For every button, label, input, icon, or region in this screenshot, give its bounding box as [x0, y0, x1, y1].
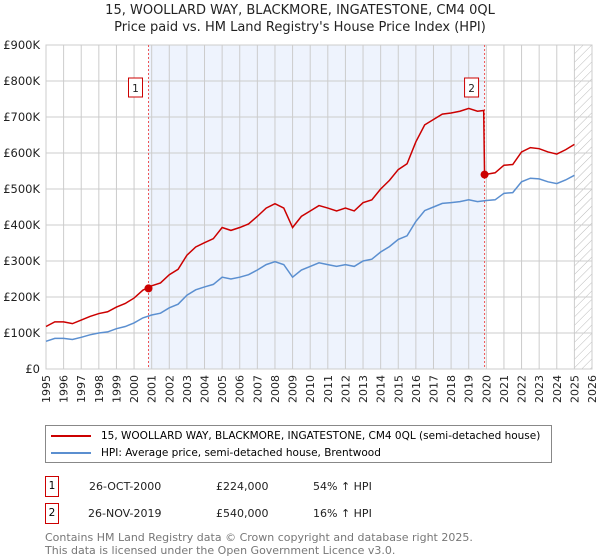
y-tick-label: £400K [3, 218, 40, 232]
y-tick-label: £200K [3, 290, 40, 304]
x-tick-label: 2004 [199, 375, 212, 403]
sale-point [480, 170, 489, 179]
sale-hpi: 16% ↑ HPI [313, 507, 372, 520]
sale-price: £540,000 [216, 507, 269, 520]
x-tick-label: 2023 [533, 375, 546, 403]
y-tick-label: £100K [3, 326, 40, 340]
legend: 15, WOOLLARD WAY, BLACKMORE, INGATESTONE… [45, 425, 552, 463]
hpi-line [45, 174, 575, 342]
sale-label: 2 [468, 83, 475, 95]
sale-marker-1: 1 [45, 476, 59, 497]
forecast-hatch [574, 45, 592, 369]
sale-marker-2: 2 [45, 503, 59, 524]
x-tick-label: 2008 [269, 375, 282, 403]
y-tick-label: £700K [3, 110, 40, 124]
x-tick-label: 2021 [498, 375, 511, 403]
sale-label-box [128, 77, 144, 98]
x-tick-label: 2019 [463, 375, 476, 403]
x-tick-label: 2012 [339, 375, 352, 403]
legend-swatch-blue [51, 452, 91, 454]
sale-point [144, 284, 153, 293]
sale-label: 1 [132, 83, 139, 95]
x-tick-label: 2025 [568, 375, 581, 403]
x-tick-label: 2007 [251, 375, 264, 403]
chart-title: 15, WOOLLARD WAY, BLACKMORE, INGATESTONE… [105, 3, 495, 18]
sale-date: 26-NOV-2019 [88, 507, 162, 520]
sale-hpi: 54% ↑ HPI [313, 480, 372, 493]
y-tick-label: £600K [3, 146, 40, 160]
x-tick-label: 1997 [75, 375, 88, 403]
footer-licence: This data is licensed under the Open Gov… [45, 544, 396, 557]
plot-area: 1995 1996 1997 1998 1999 2000 2001 2002 2003 2004… [3, 38, 599, 403]
x-tick-label: 1996 [58, 375, 71, 403]
x-tick-label: 2011 [322, 375, 335, 403]
property-price-line [45, 107, 575, 328]
legend-label: HPI: Average price, semi-detached house,… [101, 447, 381, 459]
x-tick-label: 2015 [392, 375, 405, 403]
x-tick-label: 2001 [146, 375, 159, 403]
footer-copyright: Contains HM Land Registry data © Crown c… [45, 531, 473, 544]
legend-swatch-red [51, 435, 91, 437]
x-tick-label: 2010 [304, 375, 317, 403]
y-tick-label: £300K [3, 254, 40, 268]
x-tick-label: 1999 [110, 375, 123, 403]
x-tick-label: 2022 [516, 375, 529, 403]
y-tick-label: £800K [3, 74, 40, 88]
x-tick-label: 2009 [287, 375, 300, 403]
legend-item-property: 15, WOOLLARD WAY, BLACKMORE, INGATESTONE… [51, 428, 540, 444]
legend-label: 15, WOOLLARD WAY, BLACKMORE, INGATESTONE… [101, 430, 541, 442]
x-tick-label: 2013 [357, 375, 370, 403]
x-tick-label: 2026 [586, 375, 599, 403]
chart-subtitle: Price paid vs. HM Land Registry's House … [114, 20, 486, 35]
x-tick-label: 1998 [93, 375, 106, 403]
footer: Contains HM Land Registry data © Crown c… [45, 531, 473, 557]
x-tick-label: 2017 [427, 375, 440, 403]
plot-border [45, 44, 593, 370]
sale-date: 26-OCT-2000 [89, 480, 162, 493]
x-tick-label: 2018 [445, 375, 458, 403]
x-tick-label: 2006 [234, 375, 247, 403]
x-tick-label: 2020 [480, 375, 493, 403]
x-tick-label: 2003 [181, 375, 194, 403]
x-tick-label: 2000 [128, 375, 141, 403]
sale-price: £224,000 [216, 480, 269, 493]
x-tick-label: 1995 [40, 375, 53, 403]
x-tick-label: 2014 [375, 375, 388, 403]
x-tick-label: 2024 [551, 375, 564, 403]
y-tick-label: £900K [3, 38, 40, 52]
sale-label-box [464, 77, 480, 98]
x-tick-label: 2005 [216, 375, 229, 403]
x-tick-label: 2002 [163, 375, 176, 403]
x-tick-label: 2016 [410, 375, 423, 403]
y-tick-label: £500K [3, 182, 40, 196]
y-tick-label: £0 [25, 362, 40, 376]
legend-item-hpi: HPI: Average price, semi-detached house,… [51, 445, 381, 461]
